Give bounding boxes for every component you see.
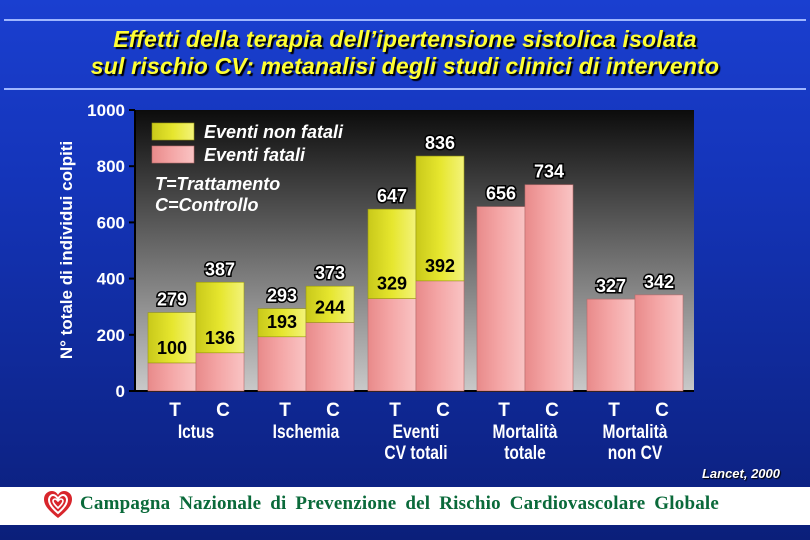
x-tick-label-C: C <box>436 400 450 421</box>
x-tick-label-C: C <box>326 400 340 421</box>
bar-nonfatal-2-C <box>415 155 465 282</box>
x-tick-label-T: T <box>279 400 291 421</box>
x-tick-label-C: C <box>216 400 230 421</box>
bar-fatal-2-C <box>415 280 465 392</box>
fatal-value-label: 244 <box>315 297 345 317</box>
heart-logo-icon <box>44 491 72 518</box>
bar-fatal-3-T <box>476 206 526 392</box>
total-value-label: 656 <box>486 184 516 204</box>
legend-swatch-fatal <box>151 145 195 164</box>
group-label: Eventi <box>393 421 440 443</box>
citation: Lancet, 2000 <box>701 466 780 481</box>
y-tick-label: 600 <box>97 213 125 232</box>
x-tick-label-T: T <box>608 400 620 421</box>
group-label: Mortalità <box>493 421 558 443</box>
legend-swatch-nonfatal <box>151 122 195 141</box>
title-rule-top <box>4 19 806 21</box>
y-tick-label: 800 <box>97 157 125 176</box>
total-value-label: 293 <box>267 286 297 306</box>
bar-fatal-4-T <box>586 298 636 392</box>
bar-fatal-1-C <box>305 322 355 392</box>
title-line-1: Effetti della terapia dell’ipertensione … <box>113 26 697 52</box>
group-label: Ischemia <box>273 421 340 443</box>
y-axis-label: N° totale di individui colpiti <box>57 141 76 359</box>
x-tick-label-C: C <box>545 400 559 421</box>
bar-nonfatal-0-T <box>147 312 197 364</box>
bar-nonfatal-0-C <box>195 281 245 354</box>
fatal-value-label: 136 <box>205 328 235 348</box>
y-tick-label: 400 <box>97 270 125 289</box>
legend-label-fatal: Eventi fatali <box>204 145 306 165</box>
total-value-label: 836 <box>425 133 455 153</box>
fatal-value-label: 193 <box>267 312 297 332</box>
title-line-2: sul rischio CV: metanalisi degli studi c… <box>90 53 720 79</box>
bar-fatal-0-T <box>147 362 197 392</box>
legend-note: C=Controllo <box>155 195 259 215</box>
bar-fatal-3-C <box>524 184 574 392</box>
legend-label-nonfatal: Eventi non fatali <box>204 122 344 142</box>
x-tick-label-T: T <box>389 400 401 421</box>
total-value-label: 734 <box>534 162 564 182</box>
fatal-value-label: 392 <box>425 256 455 276</box>
total-value-label: 342 <box>644 272 674 292</box>
bar-fatal-2-T <box>367 298 417 392</box>
bar-fatal-1-T <box>257 336 307 392</box>
group-label: Ictus <box>178 421 214 443</box>
footer-campaign-text: Campagna Nazionale di Prevenzione del Ri… <box>80 493 720 514</box>
x-tick-label-C: C <box>655 400 669 421</box>
bar-nonfatal-1-C <box>305 285 355 323</box>
bar-nonfatal-2-T <box>367 208 417 299</box>
slide-title: Effetti della terapia dell’ipertensione … <box>0 26 810 80</box>
total-value-label: 387 <box>205 259 235 279</box>
bar-fatal-4-C <box>634 294 684 392</box>
x-tick-label-T: T <box>498 400 510 421</box>
group-label: non CV <box>608 442 663 464</box>
total-value-label: 647 <box>377 186 407 206</box>
total-value-label: 327 <box>596 276 626 296</box>
fatal-value-label: 100 <box>157 338 187 358</box>
group-label: Mortalità <box>603 421 668 443</box>
total-value-label: 279 <box>157 290 187 310</box>
bar-nonfatal-1-T <box>257 308 307 338</box>
x-tick-label-T: T <box>169 400 181 421</box>
fatal-value-label: 329 <box>377 274 407 294</box>
title-rule-bottom <box>4 88 806 90</box>
y-tick-label: 1000 <box>87 101 125 120</box>
legend-note: T=Trattamento <box>155 174 280 194</box>
bar-fatal-0-C <box>195 352 245 392</box>
y-tick-label: 200 <box>97 326 125 345</box>
group-label: CV totali <box>384 442 447 464</box>
group-label: totale <box>504 442 546 464</box>
total-value-label: 373 <box>315 263 345 283</box>
footer-banner: Campagna Nazionale di Prevenzione del Ri… <box>0 487 810 525</box>
y-tick-label: 0 <box>116 382 125 401</box>
